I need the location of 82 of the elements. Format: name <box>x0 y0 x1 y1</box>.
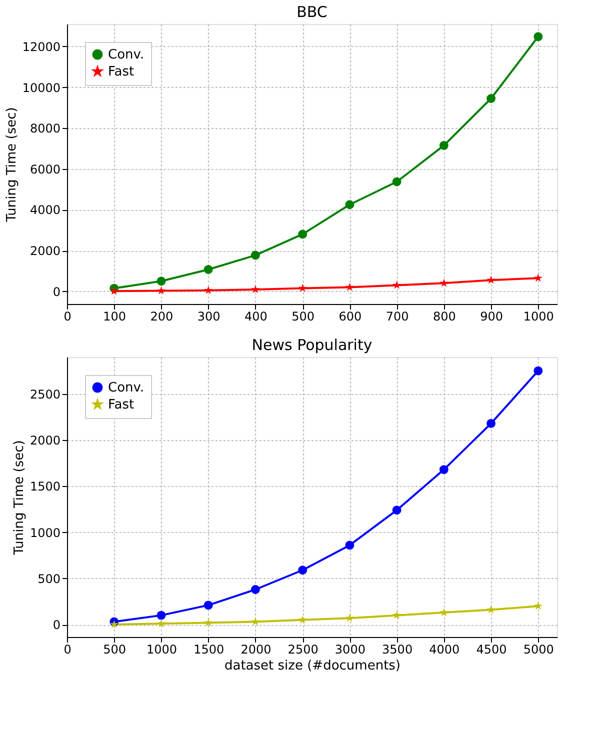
x-tick-label: 3500 <box>382 642 413 656</box>
point <box>251 285 260 294</box>
point <box>156 619 166 628</box>
x-tick-label: 800 <box>432 310 456 324</box>
point <box>439 465 448 474</box>
y-tick-label: 1500 <box>30 480 60 494</box>
x-tick-label: 1000 <box>523 310 554 324</box>
legend-label: Fast <box>108 64 134 80</box>
point <box>345 614 354 622</box>
y-tick-label: 10000 <box>22 80 60 95</box>
x-tick-label: 5000 <box>523 642 554 656</box>
x-tick-label: 500 <box>103 642 126 656</box>
point <box>486 276 496 284</box>
point <box>345 282 354 291</box>
point <box>392 506 402 515</box>
point <box>156 610 166 620</box>
point <box>534 32 543 42</box>
point <box>439 140 448 150</box>
y-tick-label: 0 <box>52 618 60 632</box>
x-tick-label: 400 <box>244 310 268 324</box>
legend-label: Conv. <box>108 380 144 396</box>
x-tick-label: 2000 <box>240 642 272 656</box>
y-tick-label: 6000 <box>30 162 60 176</box>
y-axis-title: Tuning Time (sec) <box>12 440 27 556</box>
y-axis-title: Tuning Time (sec) <box>4 107 20 223</box>
point <box>156 276 166 286</box>
x-tick-label: 700 <box>386 310 409 324</box>
point <box>204 618 213 626</box>
point <box>345 200 354 210</box>
point <box>204 600 213 610</box>
legend-label: Conv. <box>108 48 144 62</box>
point <box>298 566 308 575</box>
x-tick-label: 500 <box>292 310 315 324</box>
x-tick-label: 1500 <box>194 642 224 656</box>
x-tick-label: 1000 <box>146 642 178 656</box>
x-tick-label: 4000 <box>429 642 460 656</box>
point <box>534 366 543 376</box>
point <box>392 280 402 289</box>
y-tick-label: 4000 <box>30 203 60 218</box>
point <box>486 418 496 428</box>
point <box>204 286 213 294</box>
point <box>110 286 118 295</box>
x-tick-label: 200 <box>150 310 174 324</box>
point <box>345 540 354 550</box>
point <box>440 608 448 616</box>
point <box>534 602 542 610</box>
point <box>392 610 402 619</box>
x-tick-label: 0 <box>64 310 72 324</box>
point <box>250 585 260 594</box>
y-tick-label: 0 <box>52 284 60 299</box>
x-axis-title: dataset size (#documents) <box>224 658 401 674</box>
chart-title: News Popularity <box>252 336 372 354</box>
point <box>534 274 542 282</box>
y-tick-label: 2000 <box>30 434 60 448</box>
point <box>486 94 496 103</box>
chart-title: BBC <box>296 3 328 21</box>
point <box>250 250 260 260</box>
x-tick-label: 4500 <box>476 642 507 656</box>
point <box>298 615 307 624</box>
point <box>486 605 496 614</box>
x-tick-label: 300 <box>197 310 220 324</box>
point <box>440 278 448 287</box>
point <box>204 265 213 274</box>
x-tick-label: 600 <box>338 310 362 324</box>
x-tick-label: 2500 <box>288 642 318 656</box>
y-tick-label: 500 <box>38 572 60 586</box>
legend-label: Fast <box>108 398 134 412</box>
y-tick-label: 1000 <box>30 526 60 540</box>
x-tick-label: 900 <box>480 310 503 324</box>
point <box>156 286 166 294</box>
x-tick-label: 3000 <box>334 642 366 656</box>
point <box>392 177 402 186</box>
y-tick-label: 12000 <box>22 40 60 54</box>
point <box>298 284 307 292</box>
point <box>298 230 308 239</box>
y-tick-label: 2500 <box>30 387 60 402</box>
point <box>251 617 260 626</box>
x-tick-label: 0 <box>64 642 72 656</box>
x-tick-label: 100 <box>103 310 126 324</box>
y-tick-label: 8000 <box>30 122 60 136</box>
point <box>110 620 118 628</box>
y-tick-label: 2000 <box>30 244 60 258</box>
